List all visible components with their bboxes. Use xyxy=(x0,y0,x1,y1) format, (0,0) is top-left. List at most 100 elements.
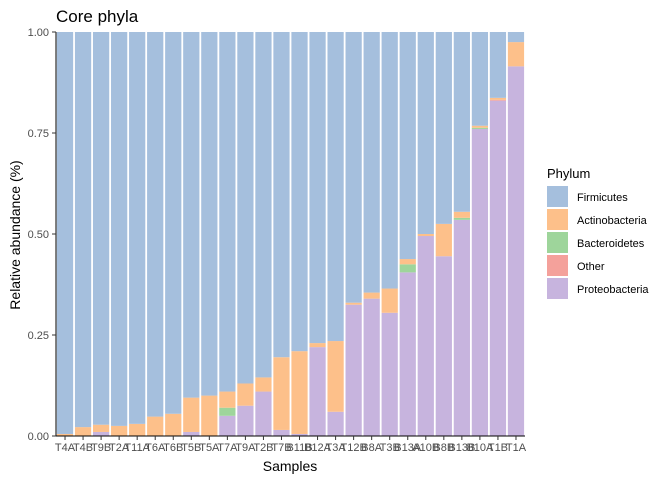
axes-group: 0.000.250.500.751.00T4AT4BT9BT2AT11AT6AT… xyxy=(28,27,527,454)
bar-segment-A10B-firmicutes xyxy=(417,32,434,234)
y-tick-label: 0.75 xyxy=(28,128,49,140)
bar-segment-B13B-bacteroidetes xyxy=(453,217,470,220)
x-tick-label: B13A xyxy=(394,442,422,454)
bar-segment-T2B-actinobacteria xyxy=(255,377,272,392)
bar-segment-T7A-firmicutes xyxy=(219,32,236,392)
x-tick-label: T7B xyxy=(271,442,291,454)
bar-segment-T9B-proteobacteria xyxy=(92,431,110,436)
bar-segment-T6A-actinobacteria xyxy=(147,416,164,436)
bar-segment-T11A-firmicutes xyxy=(129,32,146,424)
bar-segment-T6B-actinobacteria xyxy=(165,413,182,436)
bar-segment-T4A-actinobacteria xyxy=(56,433,74,436)
bar-segment-B13B-proteobacteria xyxy=(453,219,470,436)
bar-segment-T5A-firmicutes xyxy=(201,32,218,396)
bar-segment-B10A-actinobacteria xyxy=(471,125,489,128)
bar-segment-T3A-firmicutes xyxy=(327,32,344,342)
bar-segment-T1B-firmicutes xyxy=(489,32,507,98)
bar-segment-T5B-firmicutes xyxy=(183,32,200,398)
bar-segment-T9B-firmicutes xyxy=(92,32,110,425)
bar-segment-T7B-proteobacteria xyxy=(273,429,290,436)
x-tick-label: T3B xyxy=(380,442,400,454)
legend-label-firmicutes: Firmicutes xyxy=(577,192,628,204)
legend-swatch-bacteroidetes xyxy=(547,232,568,253)
bar-segment-T5B-proteobacteria xyxy=(183,431,200,436)
bar-segment-T7B-firmicutes xyxy=(273,32,290,358)
bar-segment-T3B-actinobacteria xyxy=(381,288,398,313)
bar-segment-T1A-firmicutes xyxy=(507,32,525,43)
bar-segment-T7A-actinobacteria xyxy=(219,391,236,408)
bar-segment-B13B-firmicutes xyxy=(453,32,470,212)
bars-group xyxy=(56,32,525,437)
y-tick-label: 0.25 xyxy=(28,330,49,342)
bar-segment-T4B-firmicutes xyxy=(74,32,92,428)
bar-segment-T3B-firmicutes xyxy=(381,32,398,289)
bar-segment-T7B-actinobacteria xyxy=(273,357,290,430)
x-tick-label: B10A xyxy=(466,442,494,454)
x-tick-label: T5B xyxy=(181,442,201,454)
bar-segment-T7A-proteobacteria xyxy=(219,415,236,436)
bar-segment-T3A-actinobacteria xyxy=(327,341,344,412)
chart-title: Core phyla xyxy=(56,7,139,26)
x-tick-label: T6A xyxy=(145,442,166,454)
x-tick-label: B12A xyxy=(304,442,332,454)
bar-segment-T9A-proteobacteria xyxy=(237,405,254,436)
x-tick-label: T4B xyxy=(73,442,93,454)
x-tick-label: T1B xyxy=(488,442,508,454)
bar-segment-A10B-actinobacteria xyxy=(417,234,434,237)
x-tick-label: T6B xyxy=(163,442,183,454)
bar-segment-T9A-actinobacteria xyxy=(237,383,254,406)
legend-label-bacteroidetes: Bacteroidetes xyxy=(577,238,645,250)
bar-segment-B11B-firmicutes xyxy=(291,32,308,352)
bar-segment-B8B-actinobacteria xyxy=(435,223,452,257)
bar-segment-B13A-proteobacteria xyxy=(399,272,416,436)
bar-segment-T5A-actinobacteria xyxy=(201,395,218,436)
x-tick-label: T1A xyxy=(506,442,527,454)
legend-swatch-other xyxy=(547,255,568,276)
x-tick-label: T2B xyxy=(253,442,273,454)
bar-segment-A10B-proteobacteria xyxy=(417,236,434,436)
legend-label-actinobacteria: Actinobacteria xyxy=(577,215,648,227)
x-tick-label: B13B xyxy=(448,442,475,454)
y-tick-label: 1.00 xyxy=(28,27,49,39)
bar-segment-T6A-firmicutes xyxy=(147,32,164,417)
bar-segment-T9B-actinobacteria xyxy=(92,424,110,432)
legend-swatch-firmicutes xyxy=(547,186,568,207)
legend: Phylum Firmicutes Actinobacteria Bacteroid… xyxy=(547,166,649,299)
bar-segment-B12A-proteobacteria xyxy=(309,347,326,436)
bar-segment-T1A-proteobacteria xyxy=(507,66,525,436)
bar-segment-T5B-actinobacteria xyxy=(183,397,200,432)
x-axis-title: Samples xyxy=(263,458,317,474)
bar-segment-B11B-proteobacteria xyxy=(291,433,308,436)
bar-segment-T4A-firmicutes xyxy=(56,32,74,434)
y-axis-title: Relative abundance (%) xyxy=(7,160,23,309)
x-tick-label: T3A xyxy=(326,442,347,454)
x-tick-label: T7A xyxy=(217,442,238,454)
bar-segment-B10A-proteobacteria xyxy=(471,128,489,436)
bar-segment-T12B-proteobacteria xyxy=(345,304,362,436)
bar-segment-B8B-firmicutes xyxy=(435,32,452,224)
bar-segment-T2A-actinobacteria xyxy=(111,425,128,436)
bar-segment-T12B-firmicutes xyxy=(345,32,362,303)
bar-segment-T7A-bacteroidetes xyxy=(219,407,236,416)
bar-segment-B13A-firmicutes xyxy=(399,32,416,260)
y-tick-label: 0.50 xyxy=(28,229,49,241)
x-tick-label: B8A xyxy=(361,442,382,454)
x-tick-label: B8B xyxy=(433,442,454,454)
x-tick-label: T9A xyxy=(235,442,256,454)
bar-segment-B13A-actinobacteria xyxy=(399,259,416,265)
bar-segment-B12A-firmicutes xyxy=(309,32,326,344)
bar-segment-B13B-actinobacteria xyxy=(453,211,470,218)
bar-segment-T9A-firmicutes xyxy=(237,32,254,384)
bar-segment-B8A-proteobacteria xyxy=(363,298,380,436)
bar-segment-B8B-proteobacteria xyxy=(435,256,452,436)
bar-segment-T3B-proteobacteria xyxy=(381,312,398,436)
bar-segment-T4B-actinobacteria xyxy=(74,427,92,436)
bar-segment-T1A-actinobacteria xyxy=(507,42,525,67)
bar-segment-T12B-actinobacteria xyxy=(345,302,362,305)
bar-segment-T2B-proteobacteria xyxy=(255,391,272,436)
legend-title: Phylum xyxy=(547,166,590,181)
y-tick-label: 0.00 xyxy=(28,431,49,443)
bar-segment-T2A-firmicutes xyxy=(111,32,128,426)
bar-segment-B12A-actinobacteria xyxy=(309,343,326,348)
